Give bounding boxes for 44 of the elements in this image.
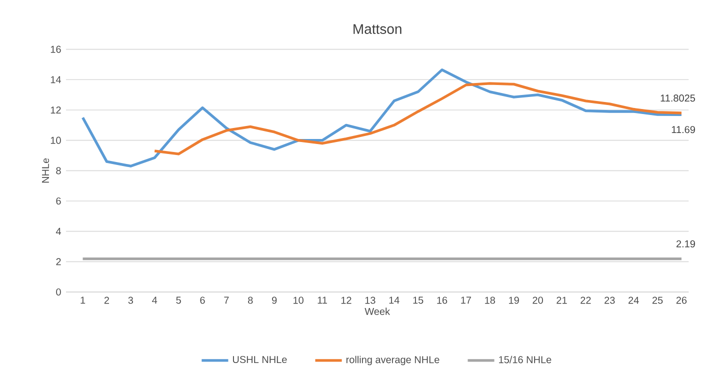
x-tick-label: 11 [318, 296, 327, 304]
x-tick-label: 20 [532, 296, 543, 304]
x-tick-label: 5 [176, 296, 181, 304]
x-tick-label: 3 [128, 296, 134, 304]
y-tick-label: 8 [56, 167, 61, 174]
y-tick-label: 2 [56, 258, 61, 266]
legend-label: rolling average NHLe [346, 356, 440, 366]
chart-title: Mattson [354, 24, 402, 34]
x-tick-label: 4 [152, 296, 158, 304]
x-tick-label: 12 [341, 296, 352, 304]
x-tick-label: 19 [509, 296, 519, 304]
x-tick-label: 16 [437, 296, 448, 304]
x-tick-label: 8 [248, 296, 253, 304]
x-tick-label: 14 [389, 296, 400, 304]
data-label: 2.19 [676, 240, 695, 248]
x-tick-label: 1 [80, 296, 86, 304]
legend-label: USHL NHLe [233, 356, 287, 364]
x-tick-label: 9 [272, 296, 277, 304]
legend-label: 15/16 NHLe [499, 356, 552, 364]
x-tick-label: 21 [556, 296, 567, 304]
y-axis-title: NHLe [42, 158, 50, 183]
y-tick-label: 14 [50, 76, 61, 84]
x-tick-label: 10 [294, 296, 304, 304]
x-tick-label: 24 [628, 296, 639, 304]
x-tick-label: 13 [365, 296, 376, 304]
y-tick-label: 16 [50, 46, 61, 53]
y-tick-label: 0 [56, 288, 61, 296]
x-axis-title: Week [364, 308, 390, 315]
y-tick-label: 10 [50, 136, 61, 144]
x-tick-label: 18 [485, 296, 496, 304]
x-tick-label: 23 [604, 296, 615, 304]
x-tick-label: 2 [104, 296, 109, 304]
x-tick-label: 26 [676, 296, 687, 304]
x-tick-label: 15 [413, 296, 424, 304]
x-tick-label: 22 [580, 296, 591, 304]
y-tick-label: 12 [50, 106, 61, 114]
x-tick-label: 7 [224, 296, 229, 304]
data-label: 11.69 [672, 126, 695, 134]
data-label: 11.8025 [660, 94, 696, 102]
x-tick-label: 17 [461, 296, 472, 304]
y-tick-label: 4 [56, 228, 61, 235]
x-tick-label: 25 [652, 296, 663, 304]
y-tick-label: 6 [56, 197, 61, 205]
x-tick-label: 6 [200, 296, 205, 304]
